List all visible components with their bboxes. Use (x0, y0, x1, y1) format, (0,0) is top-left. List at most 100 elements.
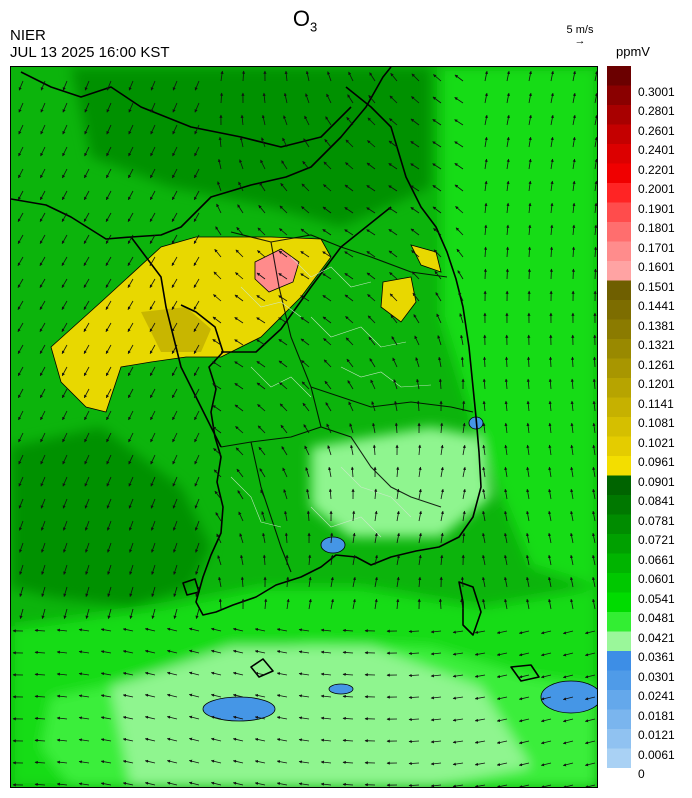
colorbar-tick-label: 0.0361 (638, 650, 675, 664)
wind-vector-arrow-icon (548, 444, 552, 456)
wind-vector-arrow-icon (107, 608, 112, 619)
wind-vector-arrow-icon (572, 180, 576, 192)
wind-vector-arrow-icon (569, 554, 574, 566)
wind-vector-arrow-icon (282, 467, 288, 478)
wind-vector-arrow-icon (320, 760, 332, 764)
wind-vector-arrow-icon (452, 652, 464, 656)
wind-vector-arrow-icon (34, 672, 46, 677)
wind-vector-arrow-icon (144, 671, 156, 676)
wind-vector-arrow-icon (344, 294, 354, 302)
wind-vector-arrow-icon (430, 762, 442, 766)
wind-vector-arrow-icon (322, 206, 332, 214)
wind-vector-arrow-icon (235, 272, 244, 280)
wind-vector-arrow-icon (342, 782, 354, 787)
wind-vector-arrow-icon (194, 454, 200, 465)
wind-vector-arrow-icon (302, 160, 310, 170)
wind-vector-arrow-icon (308, 554, 312, 566)
wind-vector-arrow-icon (276, 738, 288, 742)
wind-vector-arrow-icon (325, 116, 332, 126)
wind-vector-arrow-icon (106, 146, 112, 157)
wind-vector-arrow-icon (481, 576, 486, 588)
wind-vector-arrow-icon (438, 598, 443, 610)
wind-vector-arrow-icon (411, 250, 420, 258)
wind-vector-arrow-icon (18, 146, 24, 157)
wind-vector-arrow-icon (549, 268, 553, 280)
wind-vector-arrow-icon (433, 249, 442, 258)
wind-vector-arrow-icon (411, 271, 420, 280)
wind-vector-arrow-icon (408, 739, 420, 744)
wind-vector-arrow-icon (210, 781, 222, 786)
wind-vector-arrow-icon (84, 410, 90, 421)
wind-vector-arrow-icon (171, 344, 178, 355)
wind-vector-arrow-icon (215, 226, 222, 236)
wind-vector-arrow-icon (584, 784, 596, 787)
colorbar-tick-label: 0.2201 (638, 162, 675, 177)
wind-vector-arrow-icon (61, 300, 68, 310)
wind-vector-arrow-icon (232, 627, 244, 632)
wind-vector-arrow-icon (261, 137, 266, 148)
wind-vector-arrow-icon (212, 339, 222, 346)
wind-vector-arrow-icon (256, 272, 266, 280)
wind-vector-arrow-icon (172, 454, 178, 465)
wind-vector-arrow-icon (408, 783, 420, 787)
wind-vector-arrow-icon (462, 422, 466, 434)
wind-vector-arrow-icon (505, 246, 510, 258)
wind-vector-arrow-icon (298, 650, 310, 654)
wind-vector-arrow-icon (571, 268, 575, 280)
colorbar-tick-label: 0.1601 (638, 260, 675, 274)
wind-vector-arrow-icon (188, 759, 200, 764)
wind-vector-arrow-icon (570, 598, 574, 610)
wind-vector-arrow-icon (279, 403, 288, 412)
wind-vector-arrow-icon (369, 72, 376, 82)
wind-vector-arrow-icon (301, 360, 310, 368)
wind-vector-arrow-icon (572, 224, 576, 236)
wind-vector-arrow-icon (496, 674, 508, 679)
wind-vector-arrow-icon (528, 92, 532, 104)
wind-vector-arrow-icon (411, 73, 420, 82)
colorbar-swatch (607, 300, 631, 321)
colorbar-tick-label: 0.2801 (638, 104, 675, 118)
wind-vector-arrow-icon (166, 715, 178, 720)
wind-vector-arrow-icon (254, 715, 266, 720)
wind-vector-arrow-icon (408, 629, 420, 634)
wind-vector-arrow-icon (217, 555, 222, 566)
wind-vector-arrow-icon (518, 674, 530, 679)
wind-vector-arrow-icon (261, 114, 266, 126)
wind-vector-arrow-icon (550, 224, 554, 236)
wind-vector-arrow-icon (326, 93, 332, 104)
wind-vector-arrow-icon (279, 205, 288, 214)
wind-vector-arrow-icon (280, 424, 288, 434)
wind-vector-arrow-icon (61, 366, 68, 377)
wind-vector-arrow-icon (368, 336, 376, 346)
wind-vector-arrow-icon (528, 224, 532, 236)
wind-vector-arrow-icon (367, 117, 376, 126)
wind-vector-arrow-icon (17, 234, 24, 245)
wind-vector-arrow-icon (481, 554, 486, 566)
wind-vector-arrow-icon (128, 520, 134, 531)
wind-vector-arrow-icon (151, 608, 156, 619)
wind-vector-arrow-icon (41, 608, 46, 619)
wind-vector-arrow-icon (390, 72, 398, 82)
wind-vector-arrow-icon (83, 300, 90, 310)
wind-vector-arrow-icon (100, 694, 112, 698)
wind-vector-arrow-icon (347, 94, 354, 104)
wind-vector-arrow-icon (34, 650, 46, 655)
wind-vector-arrow-icon (562, 696, 574, 701)
wind-vector-arrow-icon (408, 717, 420, 722)
wind-vector-arrow-icon (100, 782, 112, 786)
wind-vector-arrow-icon (584, 718, 596, 723)
wind-vector-arrow-icon (462, 510, 466, 522)
colorbar-swatch (607, 456, 631, 477)
wind-vector-arrow-icon (166, 671, 178, 676)
wind-vector-arrow-icon (418, 532, 422, 544)
wind-vector-arrow-icon (144, 781, 156, 786)
wind-vector-arrow-icon (320, 782, 332, 786)
wind-vector-arrow-icon (474, 674, 486, 678)
wind-vector-arrow-icon (84, 476, 90, 487)
wind-vector-arrow-icon (504, 444, 508, 456)
wind-vector-arrow-icon (352, 510, 356, 522)
wind-vector-arrow-icon (320, 694, 332, 698)
wind-vector-arrow-icon (584, 630, 596, 635)
wind-vector-arrow-icon (540, 784, 552, 787)
wind-vector-arrow-icon (238, 511, 244, 522)
